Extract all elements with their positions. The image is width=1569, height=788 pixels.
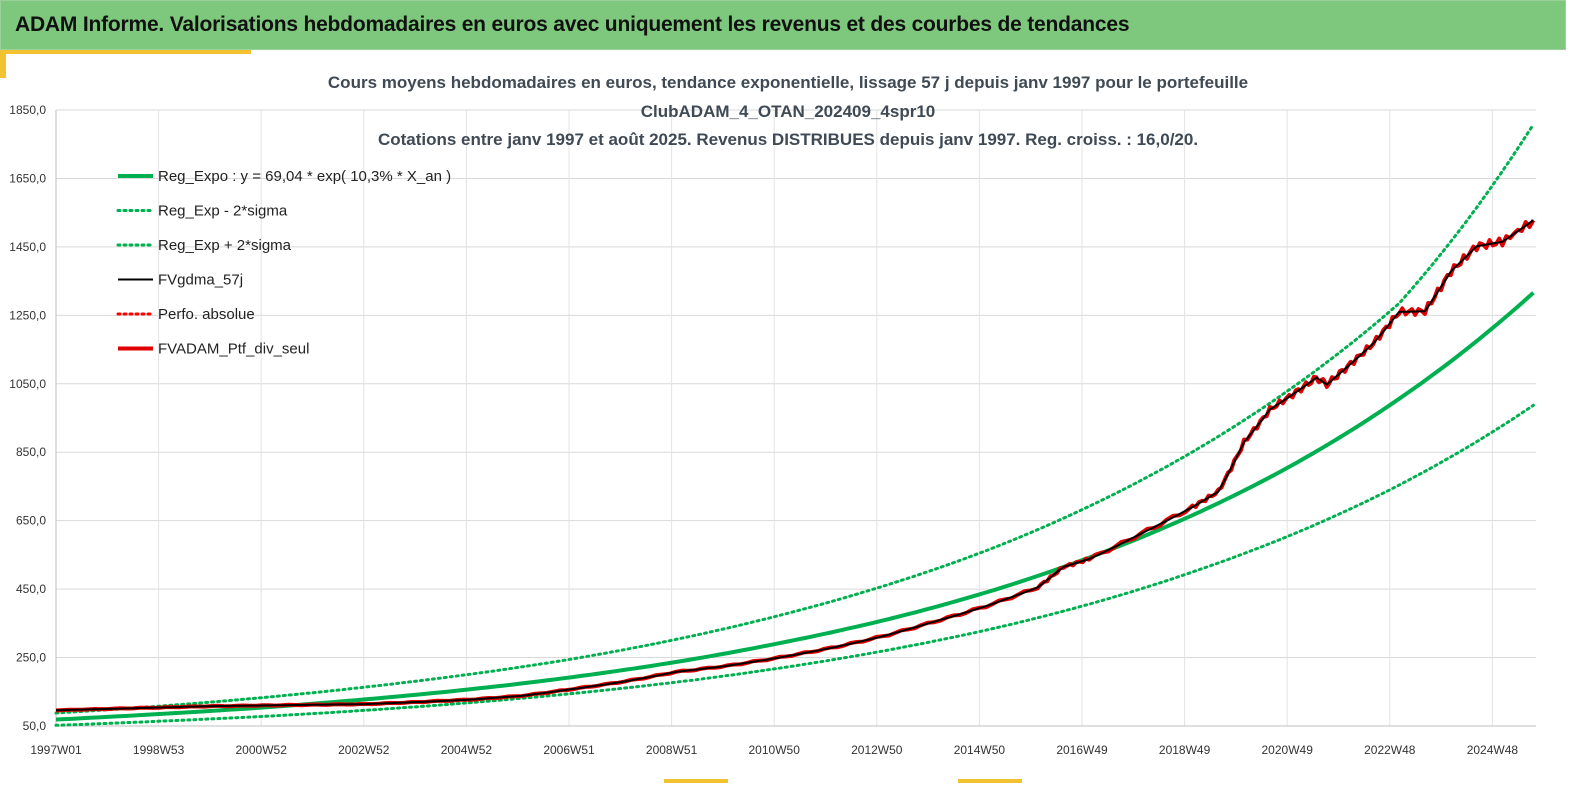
accent-bar-left (0, 50, 6, 78)
legend-label: Reg_Exp + 2*sigma (158, 237, 292, 254)
x-tick-label: 2010W50 (749, 743, 801, 757)
x-tick-label: 1998W53 (133, 743, 185, 757)
x-tick-label: 2000W52 (236, 743, 288, 757)
bottom-accent-1 (664, 779, 728, 783)
chart-title-line-1: Cours moyens hebdomadaires en euros, ten… (328, 73, 1248, 92)
header-banner: ADAM Informe. Valorisations hebdomadaire… (0, 0, 1566, 50)
series-line (55, 219, 1536, 713)
x-tick-label: 2004W52 (441, 743, 493, 757)
series-line (54, 122, 1535, 715)
series-line (55, 219, 1534, 712)
chart-legend: Reg_Expo : y = 69,04 * exp( 10,3% * X_an… (116, 168, 451, 358)
y-tick-label: 1650,0 (9, 171, 46, 185)
banner-title: ADAM Informe. Valorisations hebdomadaire… (15, 13, 1130, 36)
y-tick-label: 850,0 (16, 445, 46, 459)
legend-label: Reg_Exp - 2*sigma (158, 203, 288, 220)
y-tick-label: 650,0 (16, 514, 46, 528)
y-tick-label: 1050,0 (9, 377, 46, 391)
legend-label: FVgdma_57j (158, 272, 243, 289)
chart-area: 1850,0 1650,0 1450,0 1250,0 1050,0 850,0 650,0… (0, 54, 1569, 783)
accent-bar-top (6, 50, 251, 54)
legend-label: FVADAM_Ptf_div_seul (158, 341, 309, 358)
y-tick-label: 1250,0 (9, 308, 46, 322)
line-chart: 1850,0 1650,0 1450,0 1250,0 1050,0 850,0 650,0… (9, 73, 1536, 757)
x-tick-label: 2012W50 (851, 743, 903, 757)
chart-title-line-2: ClubADAM_4_OTAN_202409_4spr10 (641, 102, 935, 121)
x-axis-ticks: 1997W01 1998W53 2000W52 2002W52 2004W52 2006W… (30, 743, 1518, 757)
y-tick-label: 1450,0 (9, 240, 46, 254)
x-tick-label: 2008W51 (646, 743, 698, 757)
legend-label: Reg_Expo : y = 69,04 * exp( 10,3% * X_an… (158, 168, 451, 185)
bottom-accent-2 (958, 779, 1022, 783)
x-tick-label: 2024W48 (1467, 743, 1519, 757)
gridlines (55, 109, 1536, 727)
y-axis-ticks: 1850,0 1650,0 1450,0 1250,0 1050,0 850,0 650,0… (9, 103, 46, 733)
x-tick-label: 2014W50 (954, 743, 1006, 757)
x-tick-label: 2016W49 (1056, 743, 1108, 757)
x-tick-label: 1997W01 (30, 743, 82, 757)
x-tick-label: 2020W49 (1262, 743, 1314, 757)
legend-label: Perfo. absolue (158, 306, 255, 323)
x-tick-label: 2022W48 (1364, 743, 1416, 757)
series-line (54, 403, 1535, 727)
y-tick-label: 250,0 (16, 651, 46, 665)
y-tick-label: 450,0 (16, 582, 46, 596)
series-lines (54, 122, 1536, 727)
chart-title-line-3: Cotations entre janv 1997 et août 2025. … (378, 130, 1198, 149)
x-tick-label: 2018W49 (1159, 743, 1211, 757)
y-tick-label: 1850,0 (9, 103, 46, 117)
x-tick-label: 2006W51 (543, 743, 595, 757)
x-tick-label: 2002W52 (338, 743, 390, 757)
y-tick-label: 50,0 (23, 719, 47, 733)
